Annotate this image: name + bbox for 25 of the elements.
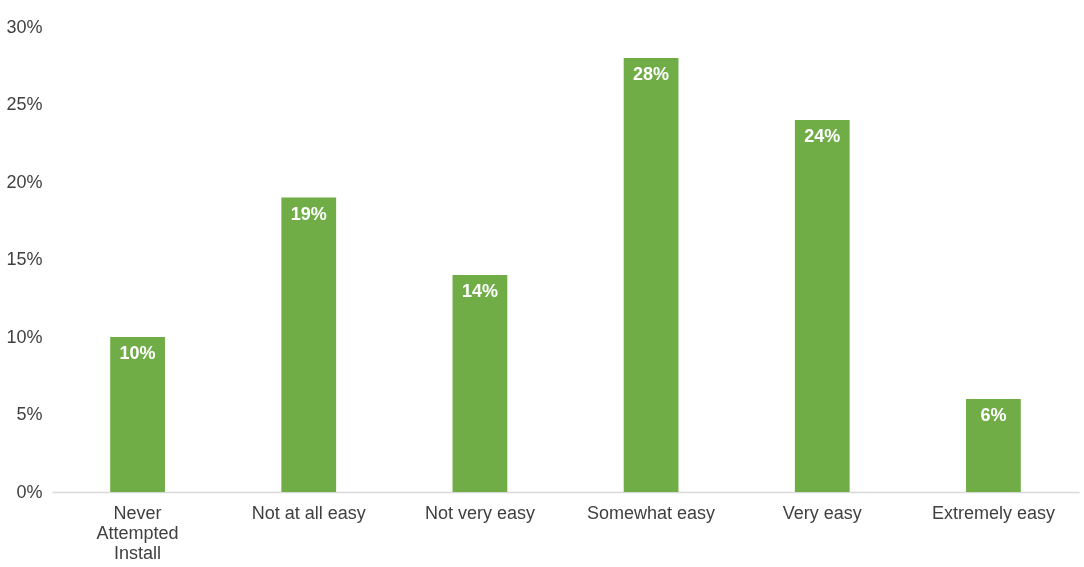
bar — [794, 120, 850, 492]
data-label: 14% — [461, 281, 498, 301]
x-tick-label: Never Attempted Install — [96, 502, 179, 563]
y-tick-label: 30% — [6, 16, 43, 37]
x-tick-label: Not at all easy — [251, 502, 366, 523]
y-tick-label: 15% — [6, 249, 43, 269]
x-tick-label: Extremely easy — [931, 502, 1055, 523]
data-label: 19% — [290, 203, 327, 224]
bar — [281, 197, 337, 492]
x-tick-label: Very easy — [782, 502, 862, 523]
y-tick-label: 5% — [16, 404, 43, 424]
bar — [452, 275, 508, 492]
x-tick-label: Somewhat easy — [587, 502, 716, 523]
y-tick-label: 10% — [6, 326, 43, 347]
bar — [966, 399, 1021, 492]
y-tick-label: 0% — [16, 481, 43, 502]
bar — [623, 58, 679, 492]
y-tick-label: 25% — [6, 94, 43, 114]
y-tick-label: 20% — [6, 171, 43, 192]
x-tick-label: Not very easy — [424, 502, 535, 523]
data-label: 28% — [633, 64, 670, 84]
data-label: 24% — [804, 126, 841, 146]
data-label: 6% — [980, 405, 1007, 425]
bar — [110, 337, 165, 492]
data-label: 10% — [119, 343, 156, 363]
